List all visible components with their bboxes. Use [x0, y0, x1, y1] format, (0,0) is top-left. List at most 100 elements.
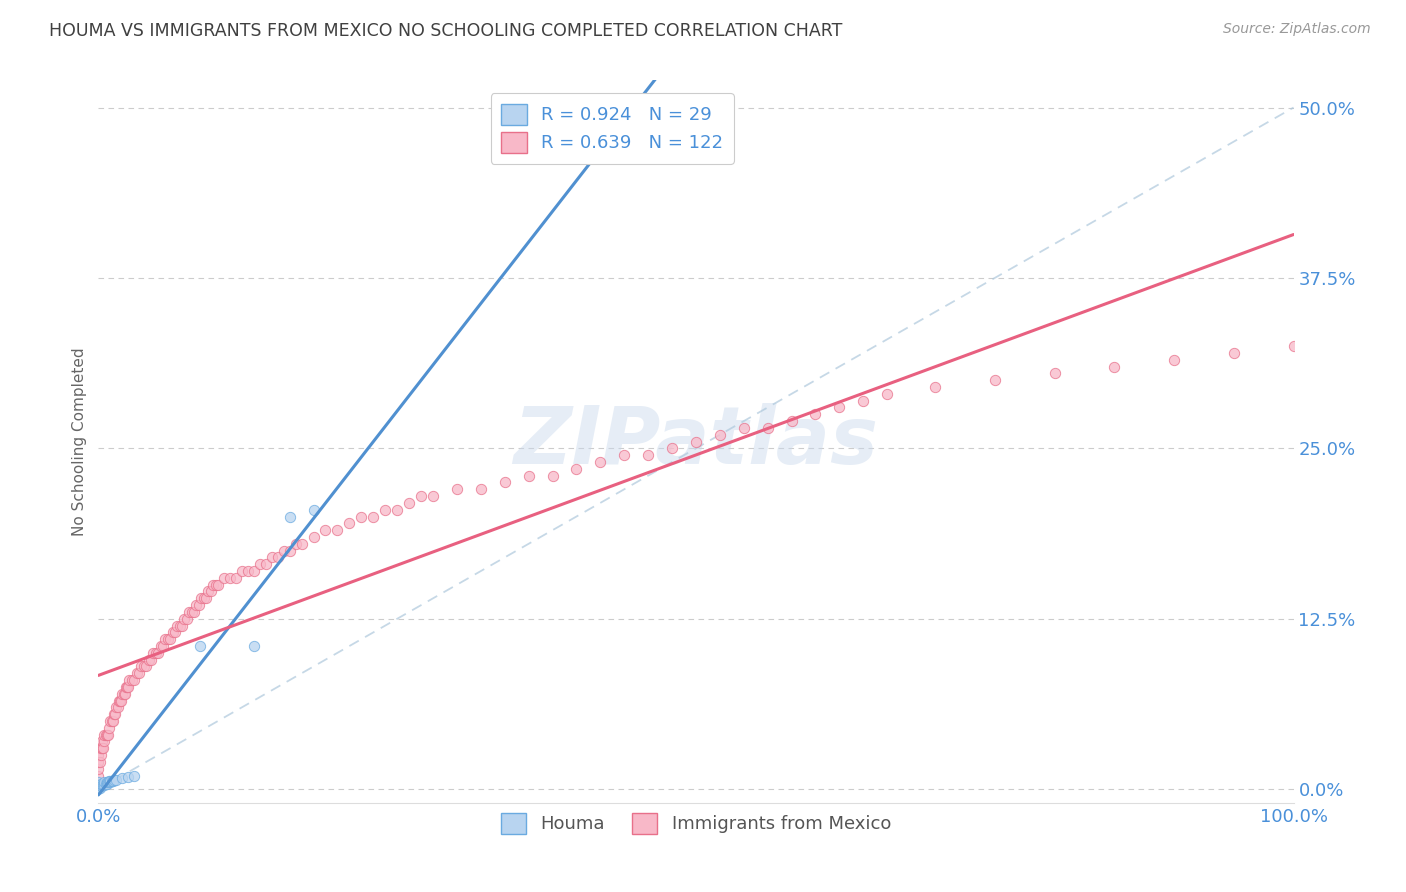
- Point: [131, 659, 153, 673]
- Point: [112, 687, 135, 701]
- Point: [93, 778, 115, 792]
- Point: [179, 605, 201, 619]
- Point: [93, 734, 115, 748]
- Point: [200, 584, 222, 599]
- Point: [385, 502, 409, 516]
- Point: [302, 530, 325, 544]
- Point: [142, 646, 165, 660]
- Point: [107, 700, 129, 714]
- Point: [315, 523, 337, 537]
- Text: ZIPatlas: ZIPatlas: [513, 402, 879, 481]
- Point: [93, 728, 115, 742]
- Point: [117, 770, 139, 784]
- Point: [89, 778, 111, 792]
- Point: [780, 414, 803, 428]
- Point: [173, 612, 195, 626]
- Point: [96, 775, 118, 789]
- Point: [804, 407, 827, 421]
- Point: [284, 537, 307, 551]
- Point: [166, 618, 188, 632]
- Point: [1043, 367, 1066, 381]
- Point: [98, 714, 122, 728]
- Point: [149, 639, 172, 653]
- Point: [197, 584, 219, 599]
- Point: [145, 646, 167, 660]
- Point: [273, 543, 295, 558]
- Point: [243, 564, 266, 578]
- Point: [172, 618, 194, 632]
- Point: [132, 659, 155, 673]
- Point: [90, 777, 112, 791]
- Point: [236, 564, 259, 578]
- Point: [188, 639, 211, 653]
- Point: [139, 653, 162, 667]
- Point: [212, 571, 235, 585]
- Point: [541, 468, 564, 483]
- Point: [219, 571, 242, 585]
- Text: Source: ZipAtlas.com: Source: ZipAtlas.com: [1223, 22, 1371, 37]
- Point: [756, 421, 779, 435]
- Point: [733, 421, 755, 435]
- Point: [90, 748, 112, 763]
- Point: [243, 639, 266, 653]
- Point: [138, 653, 160, 667]
- Point: [91, 741, 114, 756]
- Point: [163, 625, 186, 640]
- Point: [249, 558, 271, 572]
- Point: [98, 774, 121, 789]
- Point: [186, 598, 208, 612]
- Point: [350, 509, 373, 524]
- Point: [685, 434, 707, 449]
- Point: [115, 680, 138, 694]
- Point: [97, 728, 120, 742]
- Point: [105, 772, 128, 787]
- Point: [125, 666, 148, 681]
- Point: [180, 605, 202, 619]
- Point: [93, 775, 115, 789]
- Point: [924, 380, 946, 394]
- Point: [100, 774, 122, 789]
- Point: [110, 693, 132, 707]
- Point: [852, 393, 875, 408]
- Point: [115, 680, 138, 694]
- Point: [91, 778, 114, 792]
- Point: [202, 577, 225, 591]
- Point: [169, 618, 191, 632]
- Point: [107, 693, 129, 707]
- Point: [111, 687, 134, 701]
- Legend: Houma, Immigrants from Mexico: Houma, Immigrants from Mexico: [489, 802, 903, 845]
- Point: [152, 639, 174, 653]
- Point: [1104, 359, 1126, 374]
- Point: [101, 774, 124, 789]
- Point: [422, 489, 444, 503]
- Point: [124, 768, 146, 782]
- Point: [89, 741, 111, 756]
- Point: [517, 468, 540, 483]
- Point: [98, 774, 122, 789]
- Point: [278, 509, 301, 524]
- Point: [398, 496, 420, 510]
- Point: [1223, 346, 1246, 360]
- Point: [100, 714, 122, 728]
- Point: [613, 448, 636, 462]
- Point: [104, 707, 127, 722]
- Text: HOUMA VS IMMIGRANTS FROM MEXICO NO SCHOOLING COMPLETED CORRELATION CHART: HOUMA VS IMMIGRANTS FROM MEXICO NO SCHOO…: [49, 22, 842, 40]
- Point: [411, 489, 433, 503]
- Point: [828, 401, 851, 415]
- Point: [225, 571, 247, 585]
- Point: [984, 373, 1007, 387]
- Point: [101, 714, 124, 728]
- Point: [709, 427, 731, 442]
- Point: [470, 482, 492, 496]
- Point: [156, 632, 179, 647]
- Point: [207, 577, 229, 591]
- Point: [339, 516, 361, 531]
- Y-axis label: No Schooling Completed: No Schooling Completed: [72, 347, 87, 536]
- Point: [111, 771, 134, 785]
- Point: [114, 687, 136, 701]
- Point: [94, 777, 117, 791]
- Point: [87, 748, 110, 763]
- Point: [363, 509, 385, 524]
- Point: [121, 673, 143, 687]
- Point: [97, 775, 120, 789]
